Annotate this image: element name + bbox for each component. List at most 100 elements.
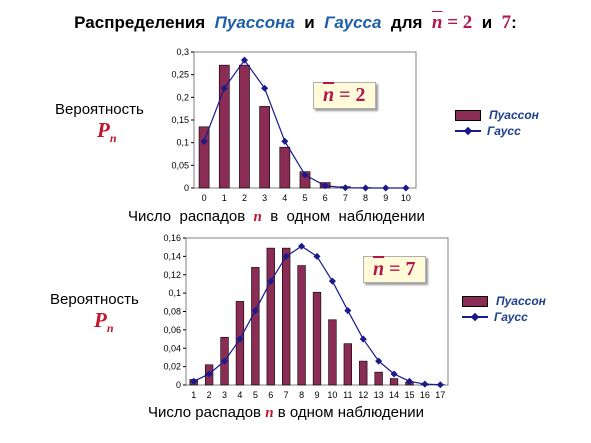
x-tick-label: 2 [242,193,247,203]
poisson-bar [374,371,383,386]
y-tick-label: 0,05 [171,160,189,170]
chart2-pn-label: Pn [94,308,114,336]
x-tick-label: 8 [299,390,304,400]
legend-gauss: Гаусс [462,309,546,325]
x-tick-label: 5 [253,390,258,400]
gauss-point [382,184,390,192]
x-tick-label: 9 [383,193,388,203]
gauss-point [436,381,444,389]
line-marker-icon [462,312,488,322]
x-tick-label: 9 [314,390,319,400]
gauss-point [267,277,275,285]
y-tick-label: 0,2 [176,92,189,102]
gauss-point [236,335,244,343]
gauss-point [281,137,289,145]
chart2-plot: 00,020,040,060,080,10,120,140,161 2 3 4 5 6 7 8… [163,233,449,400]
x-tick-label: 10 [327,390,337,400]
y-tick-label: 0,25 [171,70,189,80]
gauss-point [421,380,429,388]
y-tick-label: 0 [176,380,181,390]
x-tick-label: 15 [404,390,414,400]
x-tick-label: 0 [202,193,207,203]
x-tick-label: 7 [343,193,348,203]
gauss-point [321,182,329,190]
poisson-bar [328,319,337,386]
plot-area [193,51,417,189]
y-tick-label: 0,14 [163,251,181,261]
poisson-bar [259,106,270,189]
y-tick-label: 0,06 [163,325,181,335]
chart1-ylabel: Вероятность [55,101,144,118]
title-and-1: и [304,13,315,32]
chart2-ylabel: Вероятность [50,291,139,308]
y-tick-label: 0,04 [163,343,181,353]
x-tick-label: 11 [343,390,352,400]
y-tick-label: 0,1 [176,138,189,148]
poisson-bar [251,267,260,386]
bar-swatch-icon [455,109,481,121]
chart1-pn-label: Pn [97,118,117,146]
gauss-point [375,357,383,365]
chart2-legend: Пуассон Гаусс [462,293,546,325]
x-tick-label: 17 [435,390,445,400]
chart1-legend: Пуассон Гаусс [455,107,539,139]
title-and-2: и [481,13,493,32]
poisson-bar [218,64,230,189]
chart2-formula: n = 7 [363,256,426,283]
chart1-xlabel: Число распадов n в одном наблюдении [128,208,425,225]
x-tick-label: 6 [268,390,273,400]
gauss-point [313,252,321,260]
gauss-point [390,370,398,378]
title-colon: : [511,13,517,32]
gauss-point [261,84,269,92]
x-tick-label: 3 [222,390,227,400]
poisson-bar [312,291,322,386]
y-tick-label: 0,16 [163,233,181,243]
gauss-point [362,184,370,192]
gauss-point [220,84,228,92]
gauss-point [359,335,367,343]
x-tick-label: 4 [237,390,242,400]
chart1-plot: 0 0,05 0,1 0,15 0,2 0,25 0,3 0 1 2 3 4 5 6 7 8 9 10 [171,47,417,203]
poisson-bar [266,247,275,386]
y-tick-label: 0,02 [163,362,181,372]
bar-swatch-icon [462,295,488,307]
x-tick-label: 1 [222,193,227,203]
title-prefix: Распределения [74,13,206,32]
x-tick-label: 12 [358,390,368,400]
y-tick-label: 0,08 [163,307,181,317]
x-tick-label: 5 [302,193,307,203]
title-poisson: Пуассона [214,13,295,32]
poisson-bar [297,265,306,386]
poisson-bar [359,360,368,386]
gauss-point [341,184,349,192]
y-tick-label: 0 [184,183,189,193]
poisson-bar [389,378,399,386]
x-tick-label: 1 [191,390,196,400]
gauss-point [301,171,309,179]
y-tick-label: 0,12 [163,270,181,280]
x-tick-label: 8 [363,193,368,203]
poisson-bar [279,146,291,189]
line-marker-icon [455,126,481,136]
x-tick-label: 16 [420,390,430,400]
x-tick-label: 7 [284,390,289,400]
chart2-xlabel: Число распадов n в одном наблюдении [148,404,425,421]
x-tick-label: 14 [389,390,399,400]
legend-poisson: Пуассон [455,107,539,123]
x-tick-label: 13 [374,390,384,400]
y-tick-label: 0,15 [171,115,189,125]
x-tick-label: 2 [207,390,212,400]
y-tick-label: 0,3 [176,47,189,57]
title-gauss: Гаусса [324,13,382,32]
x-tick-label: 3 [262,193,267,203]
chart1-formula: n = 2 [313,82,376,109]
poisson-bar [198,126,210,189]
poisson-bar [282,247,291,386]
poisson-bar [239,64,250,189]
poisson-bar [343,343,352,386]
legend-gauss: Гаусс [455,123,539,139]
page-title: Распределения Пуассона и Гаусса для n = … [0,12,591,34]
poisson-bar [235,301,245,386]
gauss-point [240,56,248,64]
